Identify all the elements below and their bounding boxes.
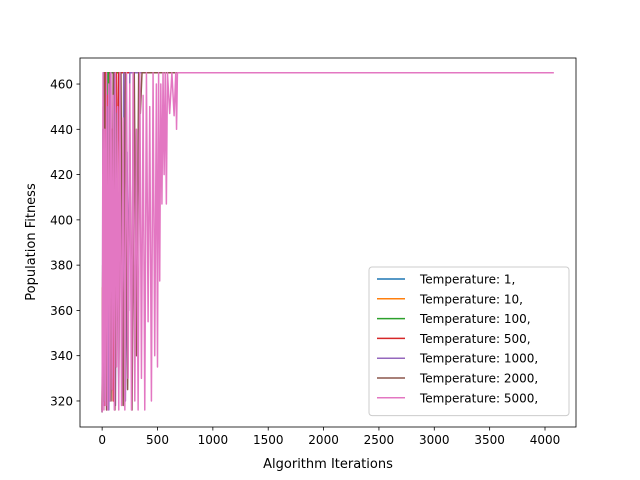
x-tick-label: 1000	[198, 433, 229, 447]
legend-entry: Temperature: 1000,	[419, 352, 538, 366]
y-tick-label: 320	[50, 394, 73, 408]
x-tick-label: 500	[146, 433, 169, 447]
plot-frame	[79, 57, 577, 428]
x-tick-label: 1500	[253, 433, 284, 447]
x-axis-label: Algorithm Iterations	[263, 457, 393, 472]
x-tick-label: 3500	[474, 433, 505, 447]
legend: Temperature: 1, Temperature: 10, Temperatu…	[368, 266, 570, 417]
legend-entry: Temperature: 5000,	[419, 391, 538, 405]
y-tick-label: 380	[50, 259, 73, 273]
x-tick-label: 4000	[530, 433, 561, 447]
legend-entry: Temperature: 500,	[419, 332, 531, 346]
x-tick-label: 3000	[419, 433, 450, 447]
y-tick-label: 340	[50, 349, 73, 363]
legend-box	[368, 266, 570, 417]
legend-entry: Temperature: 1,	[419, 273, 515, 287]
legend-entry: Temperature: 10,	[419, 292, 523, 306]
x-tick-label: 2500	[364, 433, 395, 447]
y-tick-label: 420	[50, 168, 73, 182]
legend-entry: Temperature: 100,	[419, 312, 531, 326]
plot-lines	[101, 71, 554, 413]
y-tick-label: 360	[50, 304, 73, 318]
series-line-7	[101, 71, 554, 413]
x-tick-label: 2000	[308, 433, 339, 447]
y-tick-label: 400	[50, 213, 73, 227]
x-tick-label: 0	[98, 433, 106, 447]
legend-entry: Temperature: 2000,	[419, 372, 538, 386]
axes: 0 500 1000 1500 2000 2500 3000 3500 4000 320 340 36…	[50, 57, 577, 447]
y-tick-label: 440	[50, 123, 73, 137]
y-axis-label: Population Fitness	[24, 183, 39, 301]
y-tick-label: 460	[50, 78, 73, 92]
